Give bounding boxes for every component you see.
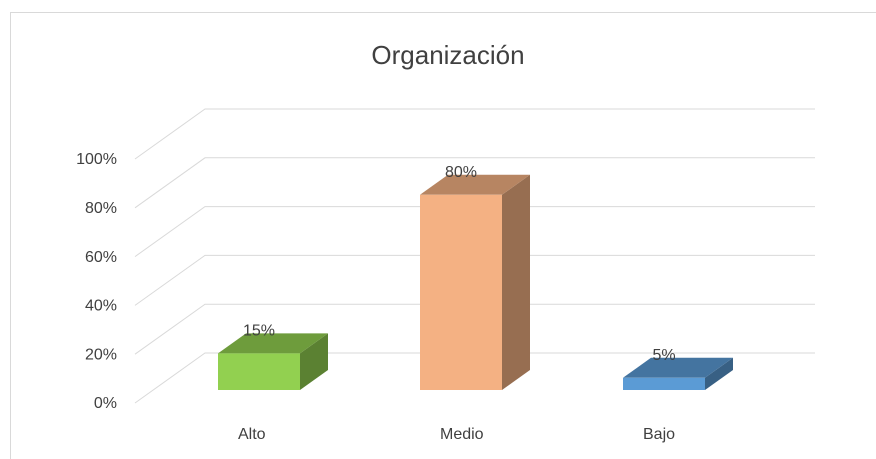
y-tick-label: 60% <box>85 249 117 266</box>
y-tick-label: 40% <box>85 298 117 315</box>
bar <box>623 377 705 390</box>
y-tick-label: 100% <box>76 151 117 168</box>
data-label: 5% <box>652 347 675 364</box>
x-tick-label: Bajo <box>643 426 675 443</box>
grid-line <box>134 206 815 258</box>
y-tick-label: 0% <box>94 395 117 412</box>
bar <box>420 194 502 390</box>
grid-line <box>134 303 815 355</box>
grid-line <box>134 254 815 306</box>
bar <box>218 353 300 390</box>
data-label: 15% <box>243 323 275 340</box>
bar-side <box>705 357 733 390</box>
x-tick-label: Alto <box>238 426 266 443</box>
grid-line <box>134 352 815 404</box>
data-label: 80% <box>445 164 477 181</box>
grid-line <box>134 157 815 209</box>
chart-title: Organización <box>371 40 524 70</box>
bar-side <box>502 174 530 390</box>
x-tick-label: Medio <box>440 426 484 443</box>
y-tick-label: 80% <box>85 200 117 217</box>
bar-top <box>623 357 733 378</box>
y-tick-label: 20% <box>85 346 117 363</box>
bar-side <box>300 333 328 390</box>
bar-top <box>218 333 328 354</box>
grid-line <box>134 108 815 160</box>
bar-top <box>420 174 530 195</box>
